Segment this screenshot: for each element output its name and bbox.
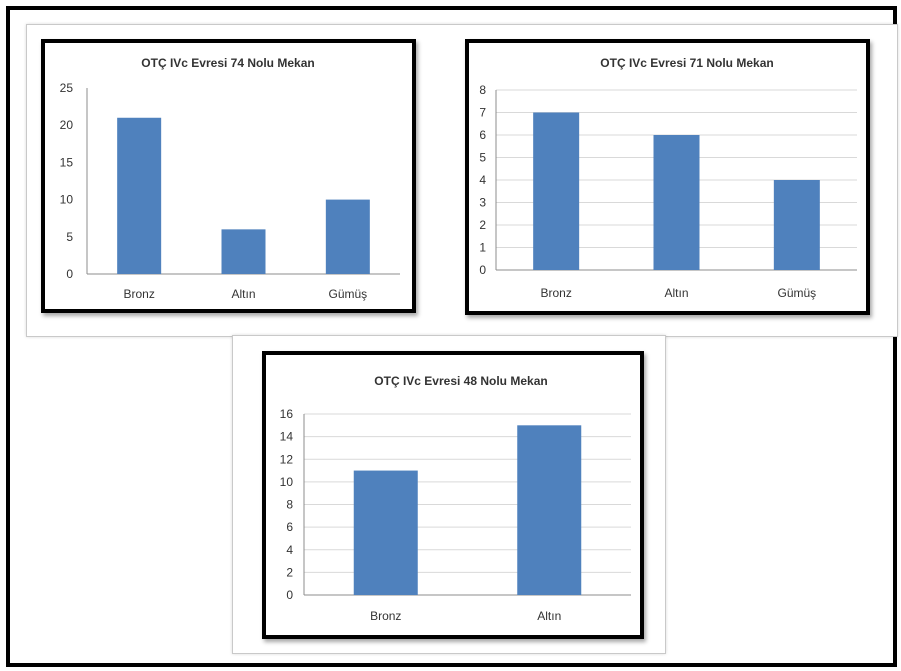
chart-74-nolu-mekan: OTÇ IVc Evresi 74 Nolu Mekan 0 5 10 15 20 25 B… xyxy=(41,39,416,313)
bar-altın xyxy=(221,229,266,274)
bar-gümüş xyxy=(773,180,820,270)
bar-bronz xyxy=(353,470,418,595)
chart-74-svg: OTÇ IVc Evresi 74 Nolu Mekan 0 5 10 15 20 25 B… xyxy=(60,56,400,301)
bar-gümüş xyxy=(325,199,370,274)
y-tick-label: 7 xyxy=(479,106,486,120)
y-tick-label: 5 xyxy=(479,151,486,165)
x-category-label: Altın xyxy=(664,286,688,300)
bar-bronz xyxy=(117,117,162,274)
y-tick-label: 6 xyxy=(479,128,486,142)
x-category-label: Altın xyxy=(231,287,255,301)
chart-title: OTÇ IVc Evresi 48 Nolu Mekan xyxy=(374,374,547,388)
y-tick-label: 1 xyxy=(479,241,486,255)
chart-48-svg: OTÇ IVc Evresi 48 Nolu Mekan 0 2 4 6 8 10 12 14… xyxy=(280,374,631,623)
x-category-label: Bronz xyxy=(370,609,401,623)
bar-bronz xyxy=(533,112,580,270)
chart-71-nolu-mekan: OTÇ IVc Evresi 71 Nolu Mekan 0 1 2 3 4 5 6 7 8 Br… xyxy=(465,39,870,315)
x-category-label: Bronz xyxy=(540,286,571,300)
y-tick-label: 4 xyxy=(479,173,486,187)
y-tick-label: 4 xyxy=(286,543,293,557)
y-tick-label: 0 xyxy=(479,263,486,277)
y-tick-label: 0 xyxy=(286,588,293,602)
x-category-label: Bronz xyxy=(123,287,154,301)
y-tick-label: 2 xyxy=(479,218,486,232)
y-tick-label: 8 xyxy=(286,498,293,512)
y-tick-label: 25 xyxy=(60,81,74,95)
chart-title: OTÇ IVc Evresi 74 Nolu Mekan xyxy=(141,56,314,70)
y-tick-label: 10 xyxy=(280,475,294,489)
y-tick-label: 14 xyxy=(280,430,294,444)
x-category-label: Gümüş xyxy=(777,286,816,300)
y-tick-label: 15 xyxy=(60,155,74,169)
y-tick-label: 2 xyxy=(286,565,293,579)
y-tick-label: 5 xyxy=(66,230,73,244)
chart-71-svg: OTÇ IVc Evresi 71 Nolu Mekan 0 1 2 3 4 5 6 7 8 Br… xyxy=(479,56,857,300)
y-tick-label: 16 xyxy=(280,407,294,421)
x-category-label: Altın xyxy=(537,609,561,623)
y-tick-label: 3 xyxy=(479,196,486,210)
chart-48-nolu-mekan: OTÇ IVc Evresi 48 Nolu Mekan 0 2 4 6 8 10 12 14… xyxy=(262,351,644,639)
bar-altın xyxy=(653,135,700,270)
y-tick-label: 12 xyxy=(280,452,294,466)
y-tick-label: 8 xyxy=(479,83,486,97)
bar-altın xyxy=(517,425,582,595)
chart-title: OTÇ IVc Evresi 71 Nolu Mekan xyxy=(600,56,773,70)
x-category-label: Gümüş xyxy=(328,287,367,301)
y-tick-label: 20 xyxy=(60,118,74,132)
y-tick-label: 10 xyxy=(60,193,74,207)
y-tick-label: 0 xyxy=(66,267,73,281)
y-tick-label: 6 xyxy=(286,520,293,534)
